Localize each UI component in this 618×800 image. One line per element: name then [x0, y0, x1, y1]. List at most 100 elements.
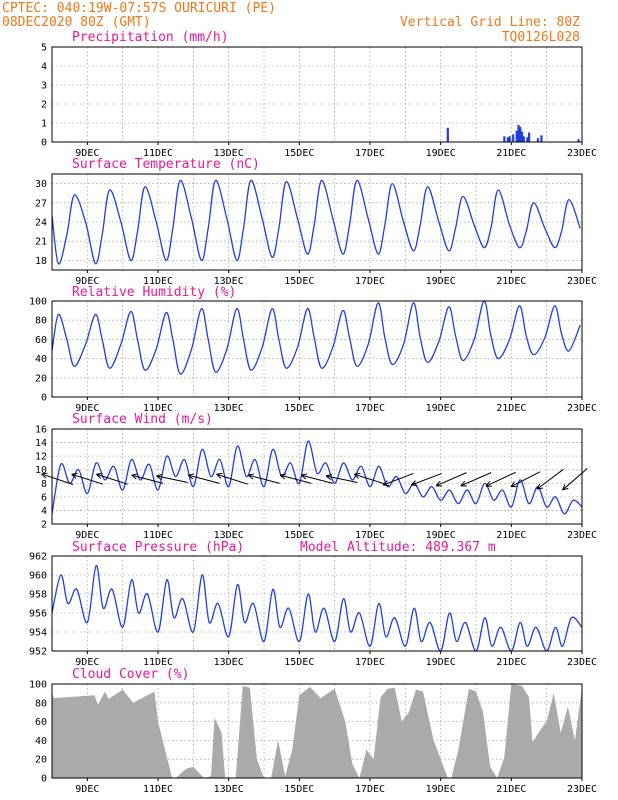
precipitation-xtick: 13DEC [214, 148, 244, 159]
precipitation-xtick: 23DEC [567, 148, 597, 159]
pressure-xtick: 15DEC [284, 657, 314, 668]
pressure-panel: Surface Pressure (hPa) Model Altitude: 4… [29, 540, 597, 668]
precipitation-ytick: 5 [41, 43, 47, 54]
cloud-cover-title: Cloud Cover (%) [72, 667, 189, 682]
cloud-cover-ytick: 20 [35, 755, 47, 766]
wind-wind-arrow [248, 473, 280, 484]
wind-wind-arrow [382, 472, 414, 487]
wind-wind-arrow [325, 473, 358, 484]
precipitation-xtick: 15DEC [284, 148, 314, 159]
humidity-xtick: 19DEC [426, 403, 456, 414]
cloud-cover-area [52, 684, 582, 778]
header-model-id: TQ0126L028 [502, 30, 580, 45]
wind-wind-arrow [216, 472, 249, 485]
wind-wind-arrow [460, 472, 492, 487]
wind-xtick: 9DEC [75, 530, 99, 541]
cloud-cover-ytick: 100 [29, 680, 47, 691]
wind-wind-arrow [187, 473, 220, 484]
precipitation-bar [515, 130, 518, 142]
wind-wind-arrow [485, 471, 516, 487]
humidity-series-line [52, 301, 581, 375]
cloud-cover-ytick: 80 [35, 698, 47, 709]
humidity-xtick: 15DEC [284, 403, 314, 414]
precipitation-xtick: 21DEC [496, 148, 526, 159]
pressure-xtick: 19DEC [426, 657, 456, 668]
precipitation-bar [520, 131, 524, 142]
humidity-xtick: 23DEC [567, 403, 597, 414]
precipitation-bar [528, 132, 531, 142]
humidity-xtick: 11DEC [143, 403, 173, 414]
pressure-xtick: 13DEC [214, 657, 244, 668]
wind-wind-arrow [536, 468, 564, 490]
temperature-xtick: 13DEC [214, 276, 244, 287]
temperature-ytick: 30 [35, 179, 47, 190]
cloud-cover-panel: Cloud Cover (%) 0 20 40 60 80 100 9DEC 11DEC 13D… [29, 667, 597, 795]
humidity-ytick: 20 [35, 373, 47, 384]
pressure-xtick: 17DEC [355, 657, 385, 668]
humidity-ytick: 100 [29, 297, 47, 308]
wind-wind-arrow [96, 472, 128, 485]
precipitation-bar [517, 124, 520, 142]
precipitation-bar [506, 137, 509, 142]
temperature-xtick: 11DEC [143, 276, 173, 287]
precipitation-bar [503, 136, 506, 142]
precipitation-xtick: 17DEC [355, 148, 385, 159]
cloud-cover-xtick: 23DEC [567, 784, 597, 795]
temperature-xtick: 21DEC [496, 276, 526, 287]
cloud-cover-ytick: 60 [35, 717, 47, 728]
precipitation-frame [51, 46, 583, 143]
pressure-ytick: 958 [29, 590, 47, 601]
cloud-cover-xtick: 19DEC [426, 784, 456, 795]
precipitation-bar [512, 134, 515, 142]
wind-wind-arrow [156, 473, 188, 484]
cloud-cover-xtick: 21DEC [496, 784, 526, 795]
wind-wind-arrow [41, 472, 74, 485]
wind-wind-arrow [279, 473, 312, 484]
pressure-ytick: 952 [29, 647, 47, 658]
precipitation-ytick: 2 [41, 100, 47, 111]
header-run-time: 08DEC2020 80Z (GMT) [2, 15, 151, 30]
temperature-xtick: 9DEC [75, 276, 99, 287]
temperature-ytick: 18 [35, 256, 47, 267]
wind-wind-arrow [562, 468, 588, 491]
temperature-title: Surface Temperature (nC) [72, 157, 260, 172]
wind-wind-arrow [410, 472, 442, 487]
humidity-xtick: 13DEC [214, 403, 244, 414]
wind-series-line [52, 440, 582, 515]
precipitation-panel: Precipitation (mm/h) 0 1 2 3 4 5 9DEC 11DEC 13DE… [41, 30, 597, 159]
wind-wind-arrow [301, 473, 333, 484]
header-location: CPTEC: 040:19W-07:57S OURICURI (PE) [2, 1, 276, 16]
pressure-series-line [52, 564, 582, 651]
wind-xtick: 15DEC [284, 530, 314, 541]
pressure-ytick: 956 [29, 609, 47, 620]
pressure-xtick: 9DEC [75, 657, 99, 668]
cloud-cover-xtick: 17DEC [355, 784, 385, 795]
temperature-panel: Surface Temperature (nC) 18 21 24 27 30 9DEC 1… [35, 157, 597, 287]
wind-ytick: 2 [41, 520, 47, 531]
wind-wind-arrow [435, 472, 467, 487]
precipitation-bar [577, 139, 580, 142]
temperature-xtick: 19DEC [426, 276, 456, 287]
wind-wind-arrow [510, 471, 541, 488]
precipitation-ytick: 4 [41, 62, 47, 73]
cloud-cover-xtick: 13DEC [214, 784, 244, 795]
pressure-ytick: 960 [29, 571, 47, 582]
temperature-xtick: 15DEC [284, 276, 314, 287]
humidity-ytick: 60 [35, 335, 47, 346]
pressure-xtick: 11DEC [143, 657, 173, 668]
temperature-xtick: 23DEC [567, 276, 597, 287]
pressure-title: Surface Pressure (hPa) [72, 540, 244, 555]
wind-ytick: 6 [41, 492, 47, 503]
precipitation-bar [540, 135, 543, 142]
precipitation-bar [508, 136, 511, 142]
cloud-cover-xtick: 9DEC [75, 784, 99, 795]
wind-ytick: 16 [35, 425, 47, 436]
cloud-cover-xtick: 11DEC [143, 784, 173, 795]
temperature-frame [51, 173, 583, 271]
temperature-series-line [52, 179, 581, 265]
wind-xtick: 17DEC [355, 530, 385, 541]
model-altitude: Model Altitude: 489.367 m [300, 540, 496, 555]
temperature-ytick: 24 [35, 218, 47, 229]
humidity-xtick: 17DEC [355, 403, 385, 414]
